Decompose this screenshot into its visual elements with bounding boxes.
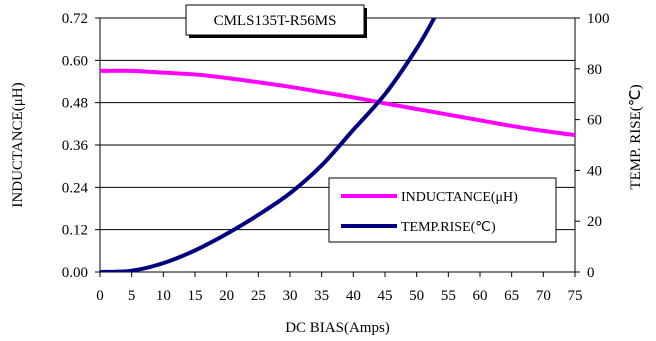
y-axis-right-title: TEMP. RISE(℃) — [628, 84, 644, 189]
title-box — [185, 4, 365, 36]
x-tick-label-70: 70 — [536, 288, 551, 304]
x-tick-label-15: 15 — [188, 288, 203, 304]
x-tick-label-55: 55 — [441, 288, 456, 304]
x-tick-label-60: 60 — [473, 288, 488, 304]
axis-layer: 0.000.120.240.360.480.600.72020406080100… — [62, 11, 610, 304]
y-left-tick-label-0.60: 0.60 — [62, 53, 88, 69]
x-tick-label-25: 25 — [251, 288, 266, 304]
series-layer — [100, 18, 575, 272]
y-left-tick-label-0.36: 0.36 — [62, 138, 89, 154]
series-line-inductance — [100, 68, 575, 138]
x-tick-label-0: 0 — [96, 288, 104, 304]
y-right-tick-label-20: 20 — [587, 214, 602, 230]
y-left-tick-label-0.72: 0.72 — [62, 11, 88, 27]
x-tick-label-40: 40 — [346, 288, 361, 304]
legend-label-inductance: INDUCTANCE(μH) — [401, 190, 518, 205]
x-tick-label-20: 20 — [219, 288, 234, 304]
x-axis-title: DC BIAS(Amps) — [285, 320, 390, 336]
y-right-tick-label-100: 100 — [587, 11, 610, 27]
x-tick-label-45: 45 — [378, 288, 393, 304]
y-right-tick-label-60: 60 — [587, 113, 602, 129]
x-tick-label-50: 50 — [409, 288, 424, 304]
x-tick-label-5: 5 — [128, 288, 136, 304]
y-right-tick-label-0: 0 — [587, 265, 595, 281]
x-tick-label-75: 75 — [568, 288, 583, 304]
legend: INDUCTANCE(μH) TEMP.RISE(℃) — [328, 177, 557, 243]
x-tick-label-35: 35 — [314, 288, 329, 304]
legend-box — [328, 177, 557, 243]
x-tick-label-10: 10 — [156, 288, 171, 304]
series-line-temp-rise — [100, 18, 437, 272]
y-right-tick-label-80: 80 — [587, 62, 602, 78]
chart-title: CMLS135T-R56MS — [214, 13, 337, 29]
x-tick-label-30: 30 — [283, 288, 298, 304]
y-axis-left-title: INDUCTANCE(μH) — [10, 82, 26, 207]
legend-label-temp-rise: TEMP.RISE(℃) — [401, 220, 496, 235]
y-left-tick-label-0.12: 0.12 — [62, 223, 88, 239]
x-tick-label-65: 65 — [504, 288, 519, 304]
y-left-tick-label-0.24: 0.24 — [62, 180, 89, 196]
y-left-tick-label-0.48: 0.48 — [62, 96, 88, 112]
y-right-tick-label-40: 40 — [587, 163, 602, 179]
chart-title-box: CMLS135T-R56MS — [185, 4, 367, 38]
y-left-tick-label-0.00: 0.00 — [62, 265, 88, 281]
